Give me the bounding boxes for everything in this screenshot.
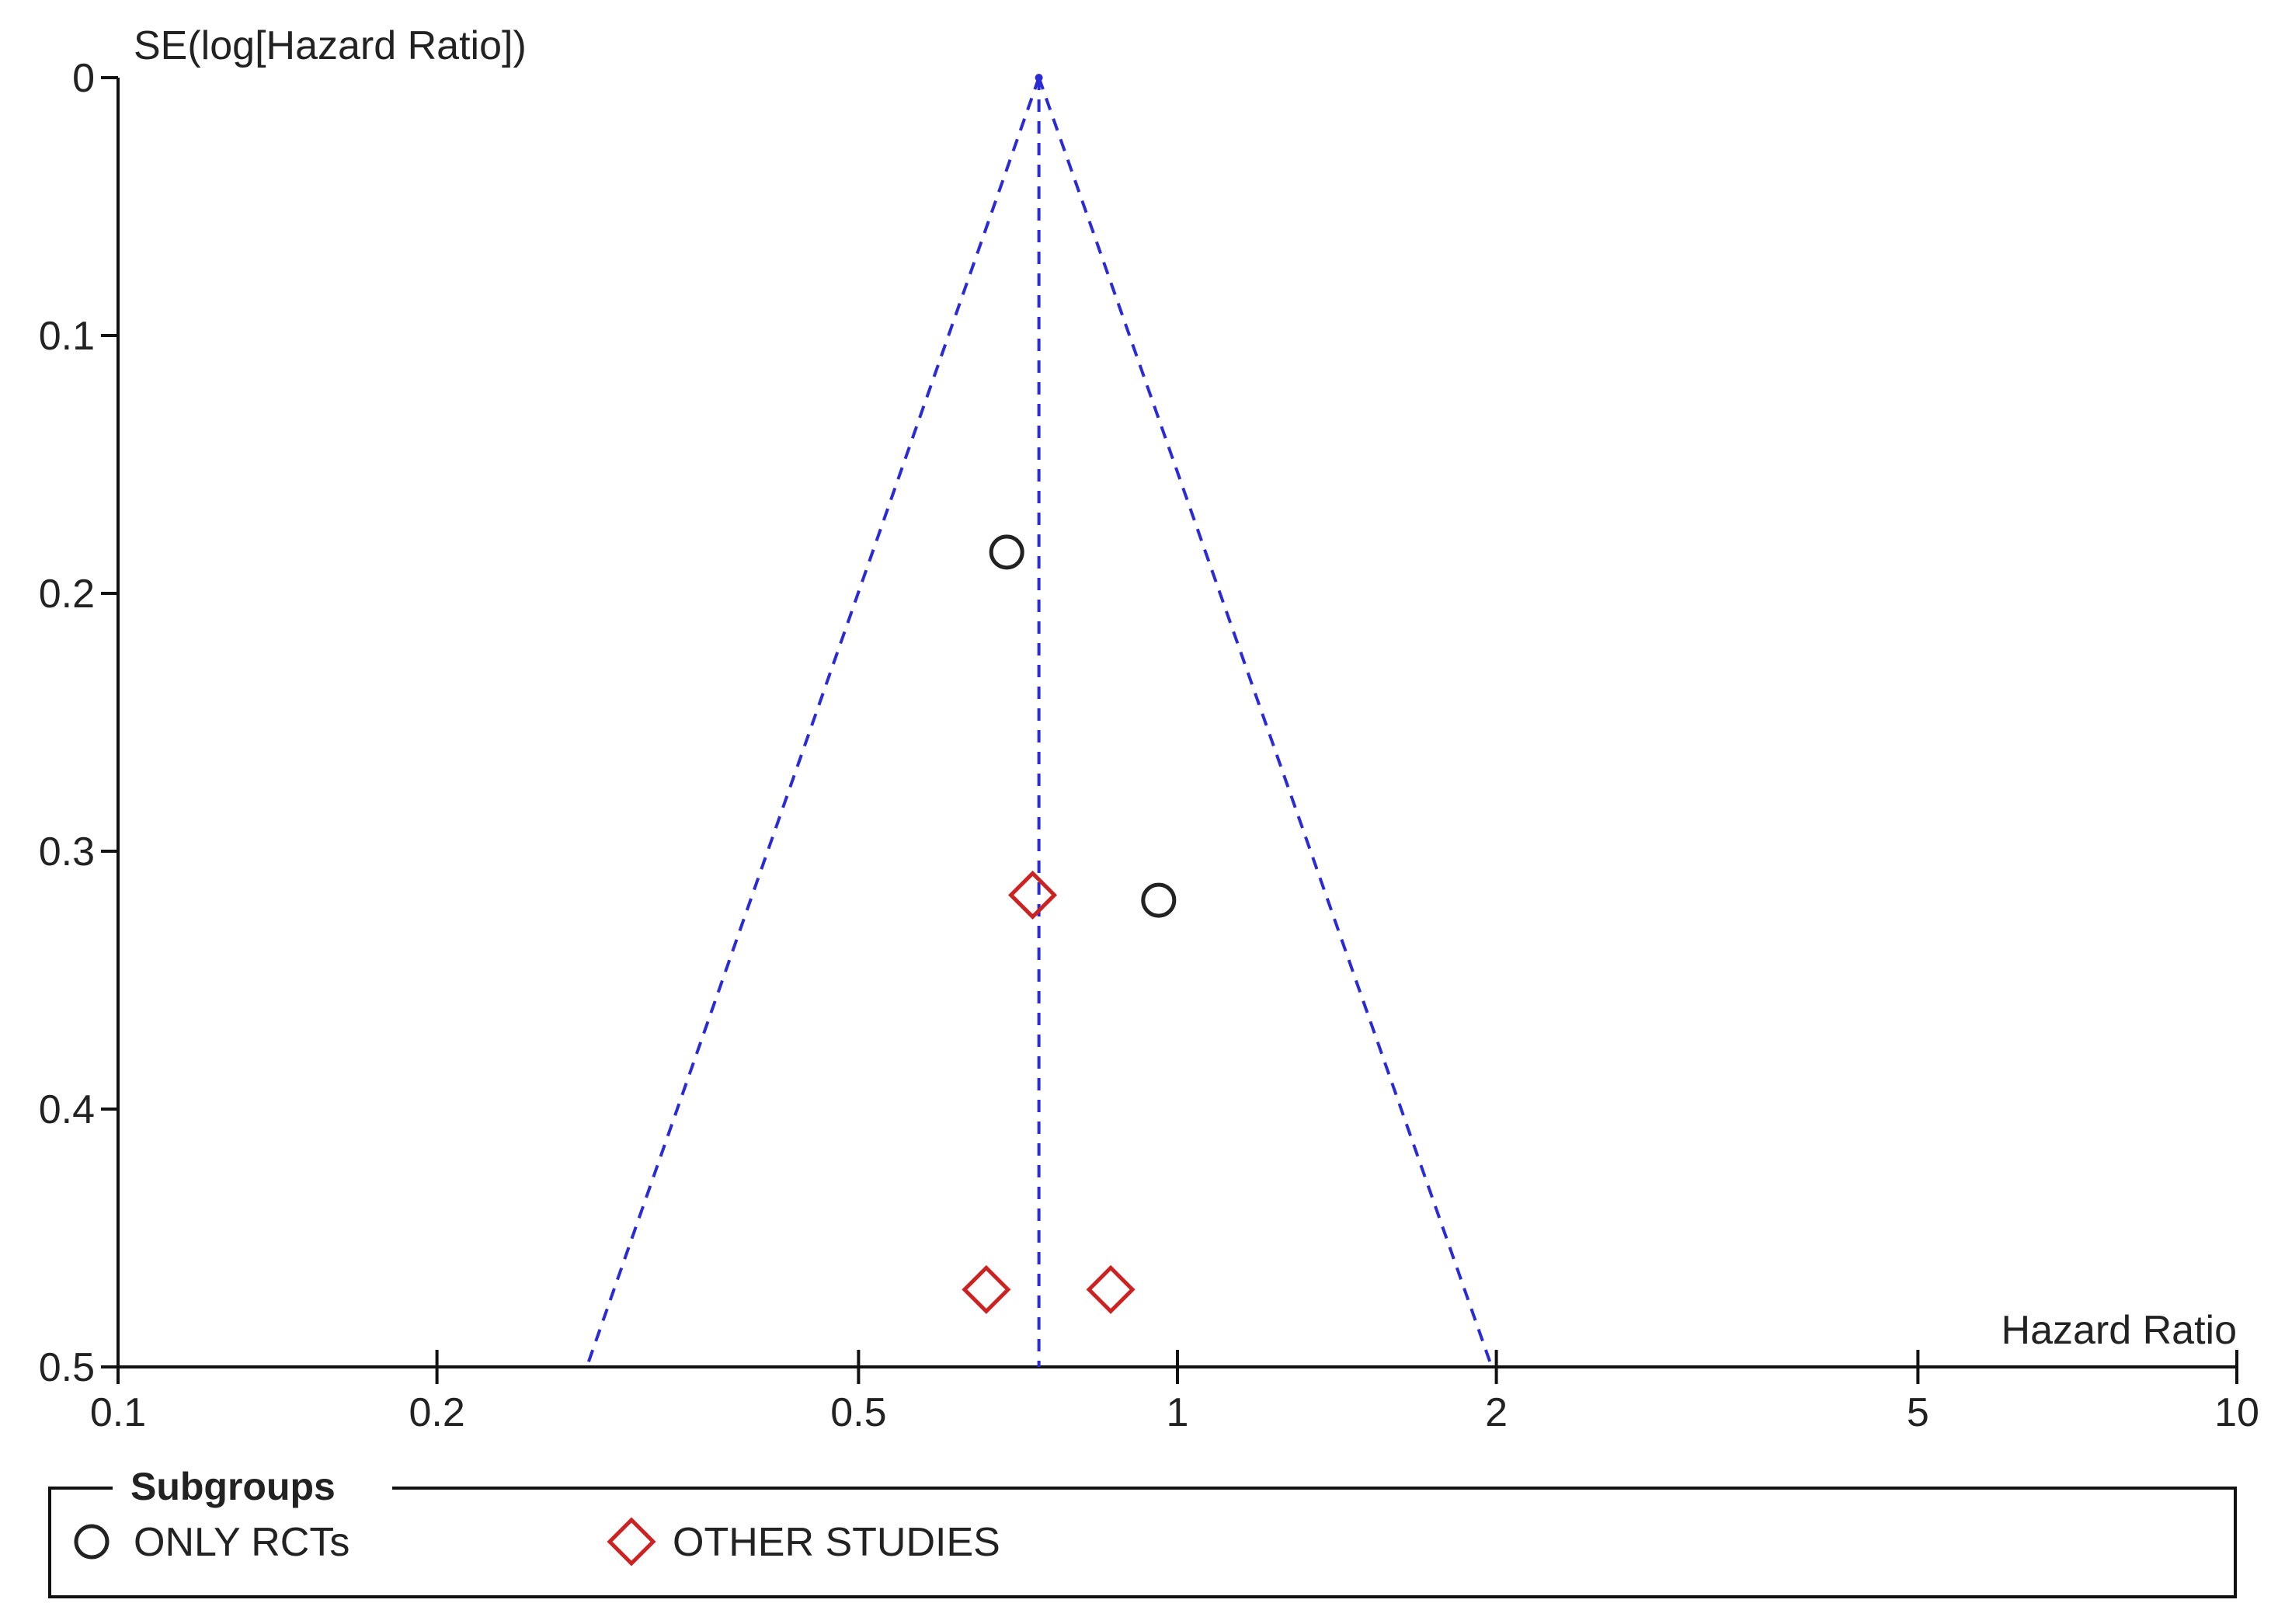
y-ticks: 0 0.1 0.2 0.3 0.4 0.5: [39, 56, 118, 1390]
legend-title: Subgroups: [130, 1465, 336, 1508]
other-study-point: [1086, 1264, 1136, 1314]
legend-items: ONLY RCTs OTHER STUDIES: [74, 1517, 1000, 1567]
y-tick-label: 0.3: [39, 829, 95, 875]
y-axis-title: SE(log[Hazard Ratio]): [134, 23, 527, 68]
y-tick-label: 0.2: [39, 572, 95, 617]
y-tick-label: 0.5: [39, 1345, 95, 1390]
data-points: [962, 534, 1177, 1314]
x-axis-title: Hazard Ratio: [2002, 1308, 2237, 1353]
x-tick-label: 0.1: [90, 1390, 146, 1435]
legend-label: OTHER STUDIES: [673, 1520, 1000, 1565]
funnel-right-line: [1037, 77, 1494, 1368]
legend-title-backdrop: [113, 1464, 392, 1511]
axes: 0 0.1 0.2 0.3 0.4 0.5 0.1 0.2 0.5 1 2 5 10 SE(log[H…: [39, 23, 2259, 1435]
funnel-apex: [1035, 74, 1043, 82]
other-study-point: [1008, 870, 1058, 920]
x-tick-label: 2: [1485, 1390, 1508, 1435]
legend-label: ONLY RCTs: [134, 1520, 350, 1565]
rct-point: [1141, 882, 1177, 918]
funnel-lines: [585, 74, 1494, 1368]
legend-diamond-icon: [607, 1517, 656, 1567]
legend-box: [48, 1487, 2237, 1598]
y-tick-label: 0: [72, 56, 95, 101]
y-tick-label: 0.4: [39, 1087, 95, 1132]
legend-circle-icon: [74, 1524, 110, 1560]
other-study-point: [962, 1264, 1011, 1314]
x-tick-label: 5: [1907, 1390, 1929, 1435]
x-ticks: 0.1 0.2 0.5 1 2 5 10: [90, 1350, 2259, 1435]
rct-point: [989, 534, 1024, 570]
x-tick-label: 0.2: [409, 1390, 464, 1435]
x-tick-label: 10: [2214, 1390, 2259, 1435]
legend: Subgroups ONLY RCTs OTHER STUDIES: [48, 1464, 2237, 1598]
y-tick-label: 0.1: [39, 314, 95, 359]
funnel-left-line: [585, 77, 1041, 1368]
x-tick-label: 0.5: [830, 1390, 886, 1435]
x-tick-label: 1: [1167, 1390, 1189, 1435]
